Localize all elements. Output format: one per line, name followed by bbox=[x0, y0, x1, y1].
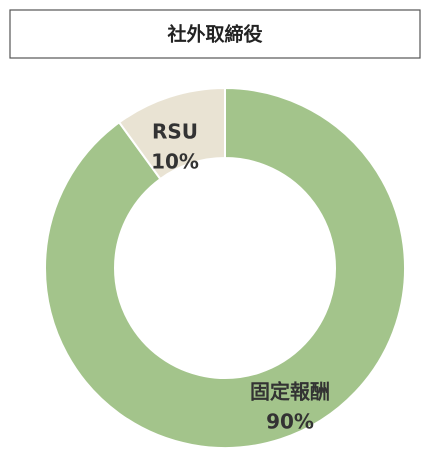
segment-value-label: 10% bbox=[151, 150, 199, 174]
donut-segment bbox=[44, 86, 406, 449]
segment-value-label: 90% bbox=[266, 410, 314, 434]
segment-label: RSU bbox=[152, 120, 198, 144]
chart-title: 社外取締役 bbox=[166, 23, 262, 46]
segment-label: 固定報酬 bbox=[250, 380, 330, 404]
title-box bbox=[9, 9, 421, 59]
donut-segment bbox=[117, 86, 226, 181]
